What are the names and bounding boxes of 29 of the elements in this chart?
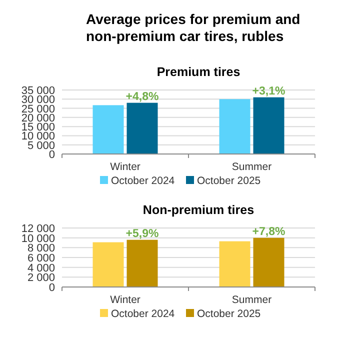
legend-label: October 2024 (111, 308, 175, 320)
annotation: +7,8% (252, 226, 286, 238)
x-tick-label: Summer (232, 294, 272, 306)
chart-subtitle: Premium tires (156, 65, 240, 79)
y-tick-label: 0 (48, 149, 55, 161)
y-tick-label: 8 000 (27, 242, 55, 255)
bar (253, 97, 284, 154)
annotation: +3,1% (252, 85, 286, 98)
y-tick-label: 10 000 (21, 232, 55, 245)
y-tick-label: 4 000 (27, 262, 55, 274)
legend-label: October 2024 (111, 175, 175, 187)
y-tick-label: 12 000 (21, 223, 55, 235)
y-tick-label: 6 000 (27, 252, 55, 264)
x-tick-label: Winter (110, 161, 141, 173)
legend-label: October 2025 (197, 308, 261, 320)
y-tick-label: 2 000 (27, 272, 55, 284)
chart-title: Average prices for premium and non-premium car tires, rubles (86, 11, 300, 44)
annotation: +5,9% (126, 228, 159, 240)
bar (219, 99, 250, 154)
legend-label: October 2025 (197, 175, 261, 187)
x-tick-label: Winter (110, 294, 141, 306)
bar (92, 105, 124, 154)
bar (126, 102, 158, 154)
y-tick-label: 0 (48, 282, 55, 294)
chart-title: Non-premium tires (142, 203, 254, 217)
annotation: +4,8% (126, 90, 159, 103)
y-tick-label: 5 000 (27, 140, 55, 152)
y-tick-label: 35 000 (21, 85, 55, 97)
x-tick-label: Summer (232, 161, 272, 173)
